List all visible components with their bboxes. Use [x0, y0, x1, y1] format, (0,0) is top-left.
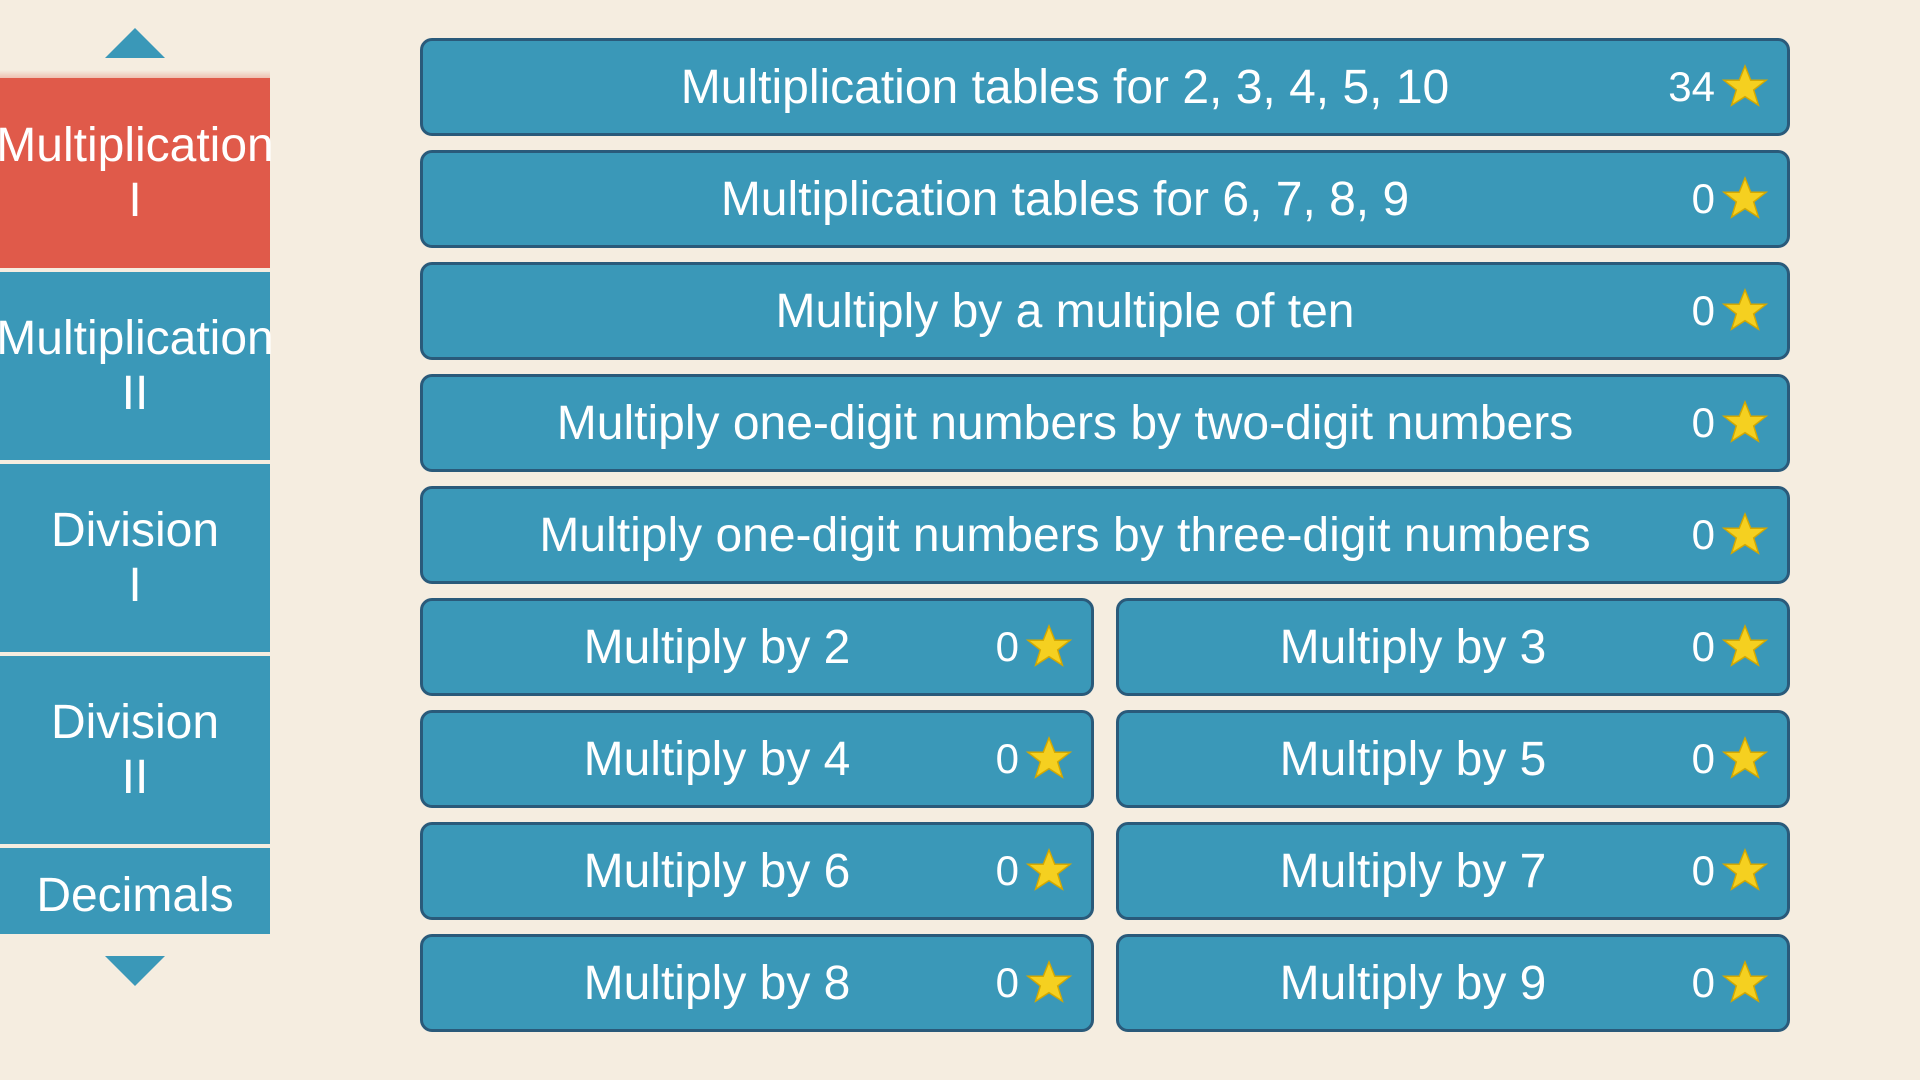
star-icon — [1025, 959, 1073, 1007]
lesson-row: Multiply by 8 0 Multiply by 9 0 — [420, 934, 1790, 1032]
lesson-title: Multiply by 8 — [584, 956, 851, 1011]
lesson-card[interactable]: Multiply one-digit numbers by three-digi… — [420, 486, 1790, 584]
lesson-score: 0 — [1692, 511, 1769, 559]
sidebar-item-label: Multiplication — [0, 118, 274, 173]
lesson-card[interactable]: Multiplication tables for 6, 7, 8, 9 0 — [420, 150, 1790, 248]
lesson-card[interactable]: Multiply one-digit numbers by two-digit … — [420, 374, 1790, 472]
lesson-list: Multiplication tables for 2, 3, 4, 5, 10… — [420, 38, 1790, 1032]
score-value: 0 — [1692, 847, 1715, 895]
sidebar-item-multiplication-2[interactable]: Multiplication II — [0, 270, 270, 462]
lesson-card[interactable]: Multiply by 7 0 — [1116, 822, 1790, 920]
sidebar-item-division-2[interactable]: Division II — [0, 654, 270, 846]
lesson-title: Multiply by a multiple of ten — [776, 284, 1355, 339]
lesson-card[interactable]: Multiplication tables for 2, 3, 4, 5, 10… — [420, 38, 1790, 136]
lesson-score: 0 — [1692, 175, 1769, 223]
lesson-card[interactable]: Multiply by 4 0 — [420, 710, 1094, 808]
lesson-card[interactable]: Multiply by 2 0 — [420, 598, 1094, 696]
sidebar-item-decimals[interactable]: Decimals — [0, 846, 270, 936]
sidebar-item-multiplication-1[interactable]: Multiplication I — [0, 78, 270, 270]
lesson-score: 0 — [1692, 287, 1769, 335]
score-value: 0 — [1692, 735, 1715, 783]
star-icon — [1721, 623, 1769, 671]
score-value: 34 — [1668, 63, 1715, 111]
sidebar-item-label: Division — [51, 503, 219, 558]
scroll-down-button[interactable] — [95, 946, 175, 996]
lesson-title: Multiply one-digit numbers by two-digit … — [557, 396, 1573, 451]
lesson-title: Multiplication tables for 2, 3, 4, 5, 10 — [681, 60, 1449, 115]
lesson-score: 0 — [1692, 399, 1769, 447]
sidebar-item-sublabel: II — [122, 366, 149, 421]
score-value: 0 — [996, 959, 1019, 1007]
lesson-title: Multiply one-digit numbers by three-digi… — [539, 508, 1590, 563]
lesson-card[interactable]: Multiply by 9 0 — [1116, 934, 1790, 1032]
lesson-title: Multiply by 4 — [584, 732, 851, 787]
lesson-score: 0 — [996, 959, 1073, 1007]
score-value: 0 — [1692, 399, 1715, 447]
lesson-score: 0 — [996, 847, 1073, 895]
sidebar-item-sublabel: I — [128, 558, 141, 613]
sidebar-item-label: Multiplication — [0, 311, 274, 366]
score-value: 0 — [1692, 287, 1715, 335]
lesson-score: 0 — [1692, 735, 1769, 783]
lesson-score: 0 — [1692, 623, 1769, 671]
lesson-card[interactable]: Multiply by 5 0 — [1116, 710, 1790, 808]
star-icon — [1721, 399, 1769, 447]
lesson-card[interactable]: Multiply by 3 0 — [1116, 598, 1790, 696]
star-icon — [1721, 511, 1769, 559]
star-icon — [1025, 735, 1073, 783]
sidebar-item-sublabel: I — [128, 173, 141, 228]
sidebar-item-label: Division — [51, 695, 219, 750]
star-icon — [1721, 175, 1769, 223]
star-icon — [1721, 735, 1769, 783]
star-icon — [1025, 623, 1073, 671]
score-value: 0 — [996, 735, 1019, 783]
lesson-score: 0 — [1692, 959, 1769, 1007]
sidebar-item-division-1[interactable]: Division I — [0, 462, 270, 654]
sidebar-items: Multiplication I Multiplication II Divis… — [0, 78, 270, 936]
lesson-title: Multiply by 6 — [584, 844, 851, 899]
lesson-score: 0 — [996, 735, 1073, 783]
lesson-card[interactable]: Multiply by 6 0 — [420, 822, 1094, 920]
star-icon — [1721, 287, 1769, 335]
score-value: 0 — [1692, 511, 1715, 559]
lesson-card[interactable]: Multiply by 8 0 — [420, 934, 1094, 1032]
score-value: 0 — [1692, 175, 1715, 223]
lesson-row: Multiply by 2 0 Multiply by 3 0 — [420, 598, 1790, 696]
lesson-row: Multiply by 6 0 Multiply by 7 0 — [420, 822, 1790, 920]
star-icon — [1721, 847, 1769, 895]
lesson-title: Multiply by 3 — [1280, 620, 1547, 675]
sidebar-item-sublabel: II — [122, 750, 149, 805]
lesson-card[interactable]: Multiply by a multiple of ten 0 — [420, 262, 1790, 360]
scroll-up-button[interactable] — [95, 18, 175, 68]
star-icon — [1025, 847, 1073, 895]
score-value: 0 — [996, 847, 1019, 895]
sidebar: Multiplication I Multiplication II Divis… — [0, 0, 270, 1080]
chevron-up-icon — [100, 23, 170, 63]
lesson-title: Multiply by 9 — [1280, 956, 1547, 1011]
score-value: 0 — [996, 623, 1019, 671]
lesson-title: Multiply by 7 — [1280, 844, 1547, 899]
star-icon — [1721, 63, 1769, 111]
lesson-title: Multiplication tables for 6, 7, 8, 9 — [721, 172, 1409, 227]
lesson-score: 0 — [996, 623, 1073, 671]
star-icon — [1721, 959, 1769, 1007]
sidebar-item-label: Decimals — [36, 868, 233, 923]
lesson-score: 0 — [1692, 847, 1769, 895]
lesson-title: Multiply by 5 — [1280, 732, 1547, 787]
score-value: 0 — [1692, 623, 1715, 671]
score-value: 0 — [1692, 959, 1715, 1007]
lesson-row: Multiply by 4 0 Multiply by 5 0 — [420, 710, 1790, 808]
chevron-down-icon — [100, 951, 170, 991]
lesson-title: Multiply by 2 — [584, 620, 851, 675]
lesson-score: 34 — [1668, 63, 1769, 111]
